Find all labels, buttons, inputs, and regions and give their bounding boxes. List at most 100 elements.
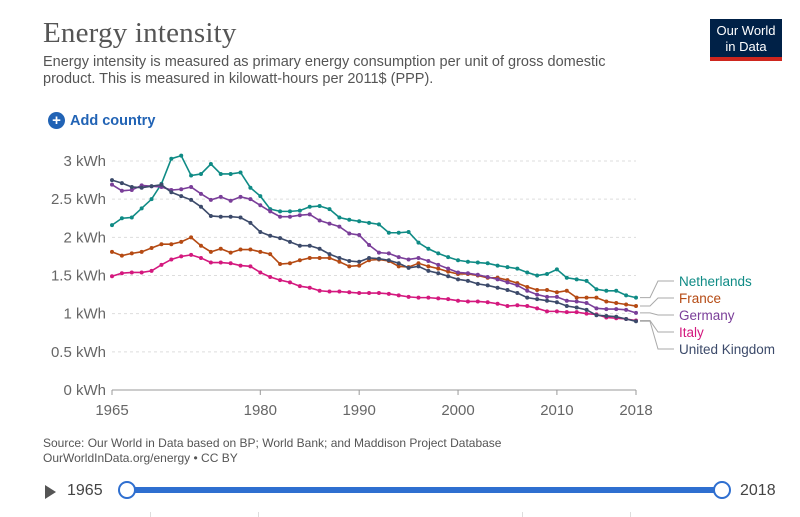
data-point-united-kingdom [307,243,312,248]
data-point-netherlands [594,287,599,292]
data-point-france [554,290,559,295]
x-tick-label: 1965 [95,402,128,419]
data-point-france [248,247,253,252]
data-point-netherlands [189,173,194,178]
data-point-germany [406,257,411,262]
add-country-label: Add country [70,112,156,129]
data-point-united-kingdom [416,264,421,269]
data-point-france [317,255,322,260]
data-point-germany [465,271,470,276]
data-point-germany [179,187,184,192]
data-point-italy [159,262,164,267]
x-tick-label: 2000 [441,402,474,419]
data-point-france [159,242,164,247]
add-country-button[interactable]: + Add country [48,112,155,129]
data-point-netherlands [416,240,421,245]
play-icon[interactable] [45,485,56,499]
data-point-netherlands [129,215,134,220]
data-point-france [218,246,223,251]
data-point-france [426,264,431,269]
data-point-netherlands [525,270,530,275]
data-point-italy [149,268,154,273]
data-point-italy [376,291,381,296]
data-point-netherlands [604,288,609,293]
data-point-germany [337,224,342,229]
data-point-italy [129,270,134,275]
data-point-france [297,258,302,263]
data-point-italy [317,288,322,293]
data-point-united-kingdom [258,229,263,234]
data-point-italy [327,289,332,294]
data-point-united-kingdom [465,278,470,283]
data-point-united-kingdom [367,255,372,260]
data-point-united-kingdom [495,285,500,290]
data-point-netherlands [149,197,154,202]
timeline-start-handle[interactable] [118,481,136,499]
data-point-germany [545,294,550,299]
legend-label: United Kingdom [679,342,775,357]
data-point-united-kingdom [604,313,609,318]
data-point-italy [297,284,302,289]
data-point-united-kingdom [198,204,203,209]
data-point-germany [624,307,629,312]
x-tick-label: 2018 [619,402,652,419]
data-point-netherlands [456,258,461,263]
y-tick-label: 0.5 kWh [51,344,106,361]
data-point-france [208,249,213,254]
timeline-track[interactable] [127,487,723,493]
data-point-italy [169,257,174,262]
data-point-france [228,250,233,255]
legend-label: France [679,291,721,306]
data-point-italy [268,275,273,280]
data-point-france [327,255,332,260]
data-point-france [119,253,124,258]
data-point-united-kingdom [475,281,480,286]
data-point-united-kingdom [317,246,322,251]
data-point-france [198,243,203,248]
license-text[interactable]: OurWorldInData.org/energy • CC BY [43,451,238,465]
source-text: Source: Our World in Data based on BP; W… [43,436,502,450]
data-point-germany [426,258,431,263]
data-point-france [129,251,134,256]
data-point-france [307,255,312,260]
data-point-united-kingdom [218,214,223,219]
data-point-united-kingdom [386,258,391,263]
data-point-germany [228,198,233,203]
data-point-germany [604,307,609,312]
data-point-italy [307,285,312,290]
data-point-netherlands [110,223,114,228]
tab-divider [150,512,151,517]
data-point-italy [238,263,243,268]
data-point-germany [297,213,302,218]
data-point-netherlands [634,295,638,300]
data-point-france [110,249,114,254]
data-point-italy [406,294,411,299]
line-chart: 0 kWh 0.5 kWh 1 kWh 1.5 kWh 2 kWh 2.5 kWh 3 kW… [51,153,775,419]
legend-label: Netherlands [679,274,752,289]
data-point-germany [554,294,559,299]
data-point-netherlands [337,215,342,220]
data-point-germany [238,194,243,199]
data-point-italy [535,306,540,311]
data-point-netherlands [505,265,510,270]
data-point-united-kingdom [574,305,579,310]
chart-subtitle: Energy intensity is measured as primary … [43,54,606,87]
legend-label: Germany [679,308,735,323]
data-point-netherlands [248,185,253,190]
tab-divider [522,512,523,517]
timeline-end-handle[interactable] [713,481,731,499]
data-point-italy [475,299,480,304]
data-point-germany [258,203,263,208]
data-point-germany [208,197,213,202]
data-point-italy [505,304,510,309]
data-point-italy [248,264,253,269]
data-point-united-kingdom [159,182,164,187]
data-point-germany [634,310,638,315]
owid-logo[interactable]: Our World in Data [710,19,782,61]
data-point-france [416,261,421,266]
data-point-united-kingdom [208,213,213,218]
data-point-italy [367,291,372,296]
data-point-germany [278,214,283,219]
data-point-italy [515,303,520,308]
data-point-france [535,288,540,293]
